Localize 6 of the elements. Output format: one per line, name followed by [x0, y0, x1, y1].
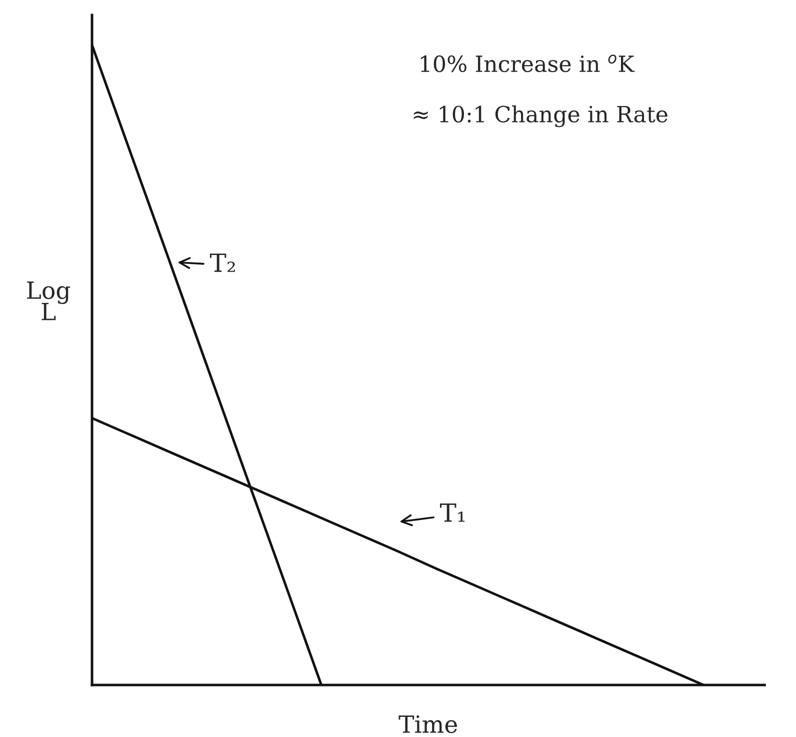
- annotation: T₂: [210, 254, 235, 272]
- annotation: T₁: [440, 503, 465, 522]
- y-axis-title: Log L: [27, 282, 70, 320]
- annotation: ≈ 10:1 Change in Rate: [414, 105, 668, 128]
- annotation: 10% Increase in $^{o}$K: [420, 54, 635, 72]
- x-axis-title: Time: [398, 715, 457, 734]
